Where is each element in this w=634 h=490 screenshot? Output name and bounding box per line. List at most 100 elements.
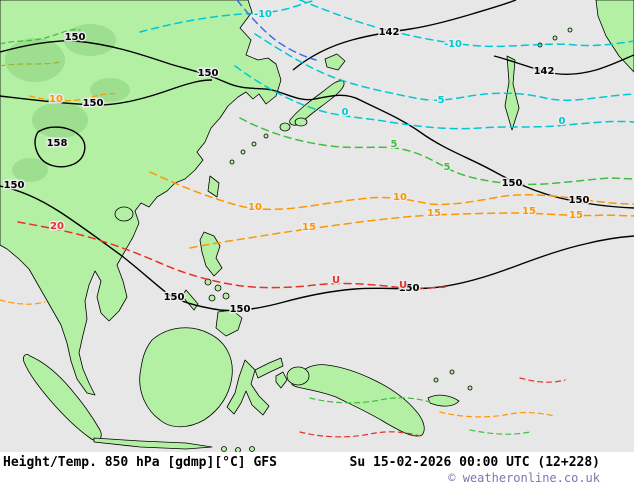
isotherm-minus5	[254, 33, 634, 101]
island-hainan	[114, 206, 134, 222]
isotherm-plus5	[239, 117, 634, 186]
island-visayas	[222, 292, 230, 300]
island-ryukyu	[263, 133, 269, 139]
isotherm-highland-a	[0, 29, 81, 45]
contour-label: 142	[379, 27, 400, 38]
contour-label: 142	[534, 66, 555, 77]
contour-label: 150	[399, 283, 420, 294]
isotherm-plus20	[17, 221, 446, 289]
contour-label: 10	[248, 202, 262, 213]
isotherm-equatorial-red-a	[299, 431, 421, 438]
island-halmahera	[275, 371, 288, 389]
map-title: Height/Temp. 850 hPa [gdmp][°C] GFS	[3, 455, 277, 470]
terrain-shading	[5, 38, 65, 82]
island-lesser-sunda	[235, 447, 241, 452]
island-small	[449, 369, 455, 375]
contour-label: 150	[4, 180, 25, 191]
contour-label: 0	[559, 116, 566, 127]
contour-label: -10	[254, 9, 272, 20]
contour-label: -10	[444, 39, 462, 50]
island-japan-kyushu	[279, 122, 291, 132]
island-new-britain	[427, 394, 460, 407]
isotherm-zero	[234, 65, 634, 130]
island-taiwan	[207, 175, 220, 198]
isotherm-equatorial-green-a	[309, 397, 431, 404]
contour-label: 10	[393, 192, 407, 203]
isotherm-layer	[0, 0, 634, 438]
copyright-row: © weatheronline.co.uk	[0, 471, 634, 485]
contour-label: 15	[569, 210, 583, 221]
contour-label: -5	[433, 95, 444, 106]
island-visayas	[214, 284, 222, 292]
isotherm-minus10-b	[299, 0, 634, 48]
isotherm-plus10	[149, 171, 634, 211]
island-japan-hokkaido	[324, 53, 346, 71]
contour-label: 5	[444, 162, 451, 173]
landmass-kamchatka	[595, 0, 634, 73]
island-kuril	[567, 27, 573, 33]
contour-label: 150	[502, 178, 523, 189]
height-contour-150-north	[0, 40, 634, 209]
island-small	[433, 377, 439, 383]
island-ryukyu	[229, 159, 235, 165]
contour-label: 10	[49, 94, 63, 105]
landmass-asia-mainland	[0, 0, 282, 396]
contour-label: 150	[65, 32, 86, 43]
island-small	[467, 385, 473, 391]
contour-label: 15	[522, 206, 536, 217]
height-contour-158-closed	[34, 126, 86, 168]
contour-label: 150	[569, 195, 590, 206]
contour-label: 150	[83, 98, 104, 109]
contour-label: 15	[302, 222, 316, 233]
height-contour-142-right	[493, 54, 634, 75]
contour-label: 15	[427, 208, 441, 219]
island-ryukyu	[240, 149, 246, 155]
island-japan-shikoku	[294, 117, 308, 127]
isotherm-plus10-west	[29, 93, 119, 102]
terrain-shading	[90, 78, 130, 102]
island-visayas	[208, 294, 216, 302]
terrain-shading	[32, 102, 88, 138]
island-ryukyu	[251, 141, 257, 147]
height-contour-150-west	[0, 79, 213, 106]
isotherm-indian-ocean	[0, 299, 46, 305]
copyright-link[interactable]: © weatheronline.co.uk	[448, 471, 600, 485]
height-contour-142-top	[292, 0, 517, 71]
contour-label: 150	[230, 304, 251, 315]
island-borneo	[139, 327, 233, 428]
contour-label: 158	[47, 138, 68, 149]
status-bar-row: Height/Temp. 850 hPa [gdmp][°C] GFS Su 1…	[0, 452, 634, 470]
island-sumatra	[23, 354, 102, 441]
island-lesser-sunda	[221, 446, 227, 452]
contour-label: 5	[391, 139, 398, 150]
isotherm-equatorial-green-b	[469, 429, 531, 435]
isotherm-cold-trough	[236, 0, 317, 61]
isotherm-equatorial-orange	[439, 411, 556, 418]
island-lesser-sunda	[249, 446, 255, 452]
island-sulawesi-arm	[254, 357, 284, 379]
status-bar: Height/Temp. 850 hPa [gdmp][°C] GFS Su 1…	[0, 452, 634, 490]
weather-map[interactable]: 150 150 150 158 150 150 150 142 142 150 150 150 -10-…	[0, 0, 634, 452]
contour-label: 150	[164, 292, 185, 303]
contour-label: U	[399, 280, 407, 291]
contour-label: U	[332, 275, 340, 286]
contour-label: 150	[198, 68, 219, 79]
terrain-shading	[64, 24, 116, 56]
isotherm-minus10-a	[139, 0, 317, 33]
isotherm-plus15	[189, 212, 634, 249]
isotherm-highland-b	[0, 61, 61, 67]
contour-label: 0	[342, 107, 349, 118]
island-birds-head	[286, 366, 310, 386]
isotherm-equatorial-red-b	[519, 377, 566, 383]
island-new-guinea	[291, 364, 425, 437]
terrain-shading	[12, 158, 48, 182]
landmass-layer	[0, 0, 634, 452]
island-kuril	[552, 35, 558, 41]
contour-label: 20	[50, 221, 64, 232]
island-java	[93, 437, 213, 450]
map-datetime: Su 15-02-2026 00:00 UTC (12+228)	[349, 455, 600, 470]
island-sulawesi	[226, 359, 270, 416]
